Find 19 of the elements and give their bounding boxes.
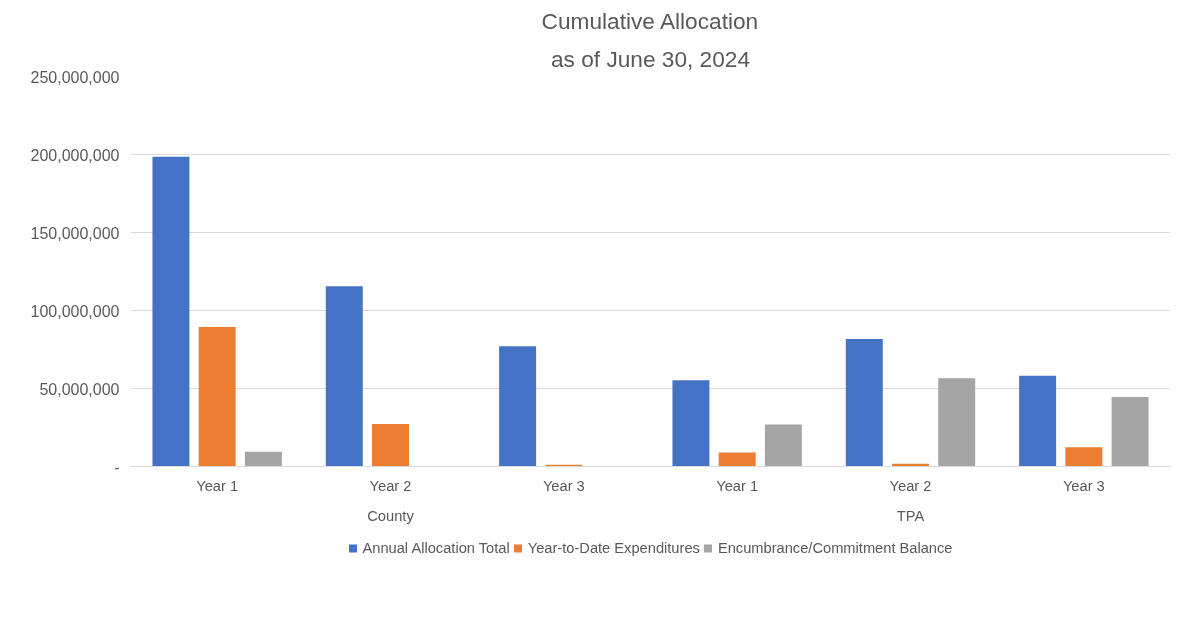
text: County <box>367 507 415 524</box>
x-tick-label: Year 1 <box>716 477 759 494</box>
legend-label: Encumbrance/Commitment Balance <box>717 540 953 556</box>
text: TPA <box>896 507 925 524</box>
x-tick-label: Year 3 <box>542 477 585 494</box>
x-tick-label: Year 1 <box>196 477 239 494</box>
chart-title: Cumulative Allocation <box>541 7 759 34</box>
legend-label: Year-to-Date Expenditures <box>527 540 700 556</box>
y-tick-label: 200,000,000 <box>30 146 120 164</box>
x-tick-label: Year 3 <box>1062 477 1105 494</box>
chart-subtitle: as of June 30, 2024 <box>550 45 751 72</box>
y-tick-label: 100,000,000 <box>30 302 120 320</box>
legend-label: Annual Allocation Total <box>362 540 510 556</box>
x-tick-label: Year 2 <box>889 477 932 494</box>
y-tick-label: 50,000,000 <box>39 380 120 398</box>
y-tick-label: - <box>114 458 120 476</box>
y-tick-label: 250,000,000 <box>30 68 120 86</box>
y-tick-label: 150,000,000 <box>30 224 120 242</box>
x-tick-label: Year 2 <box>369 477 412 494</box>
